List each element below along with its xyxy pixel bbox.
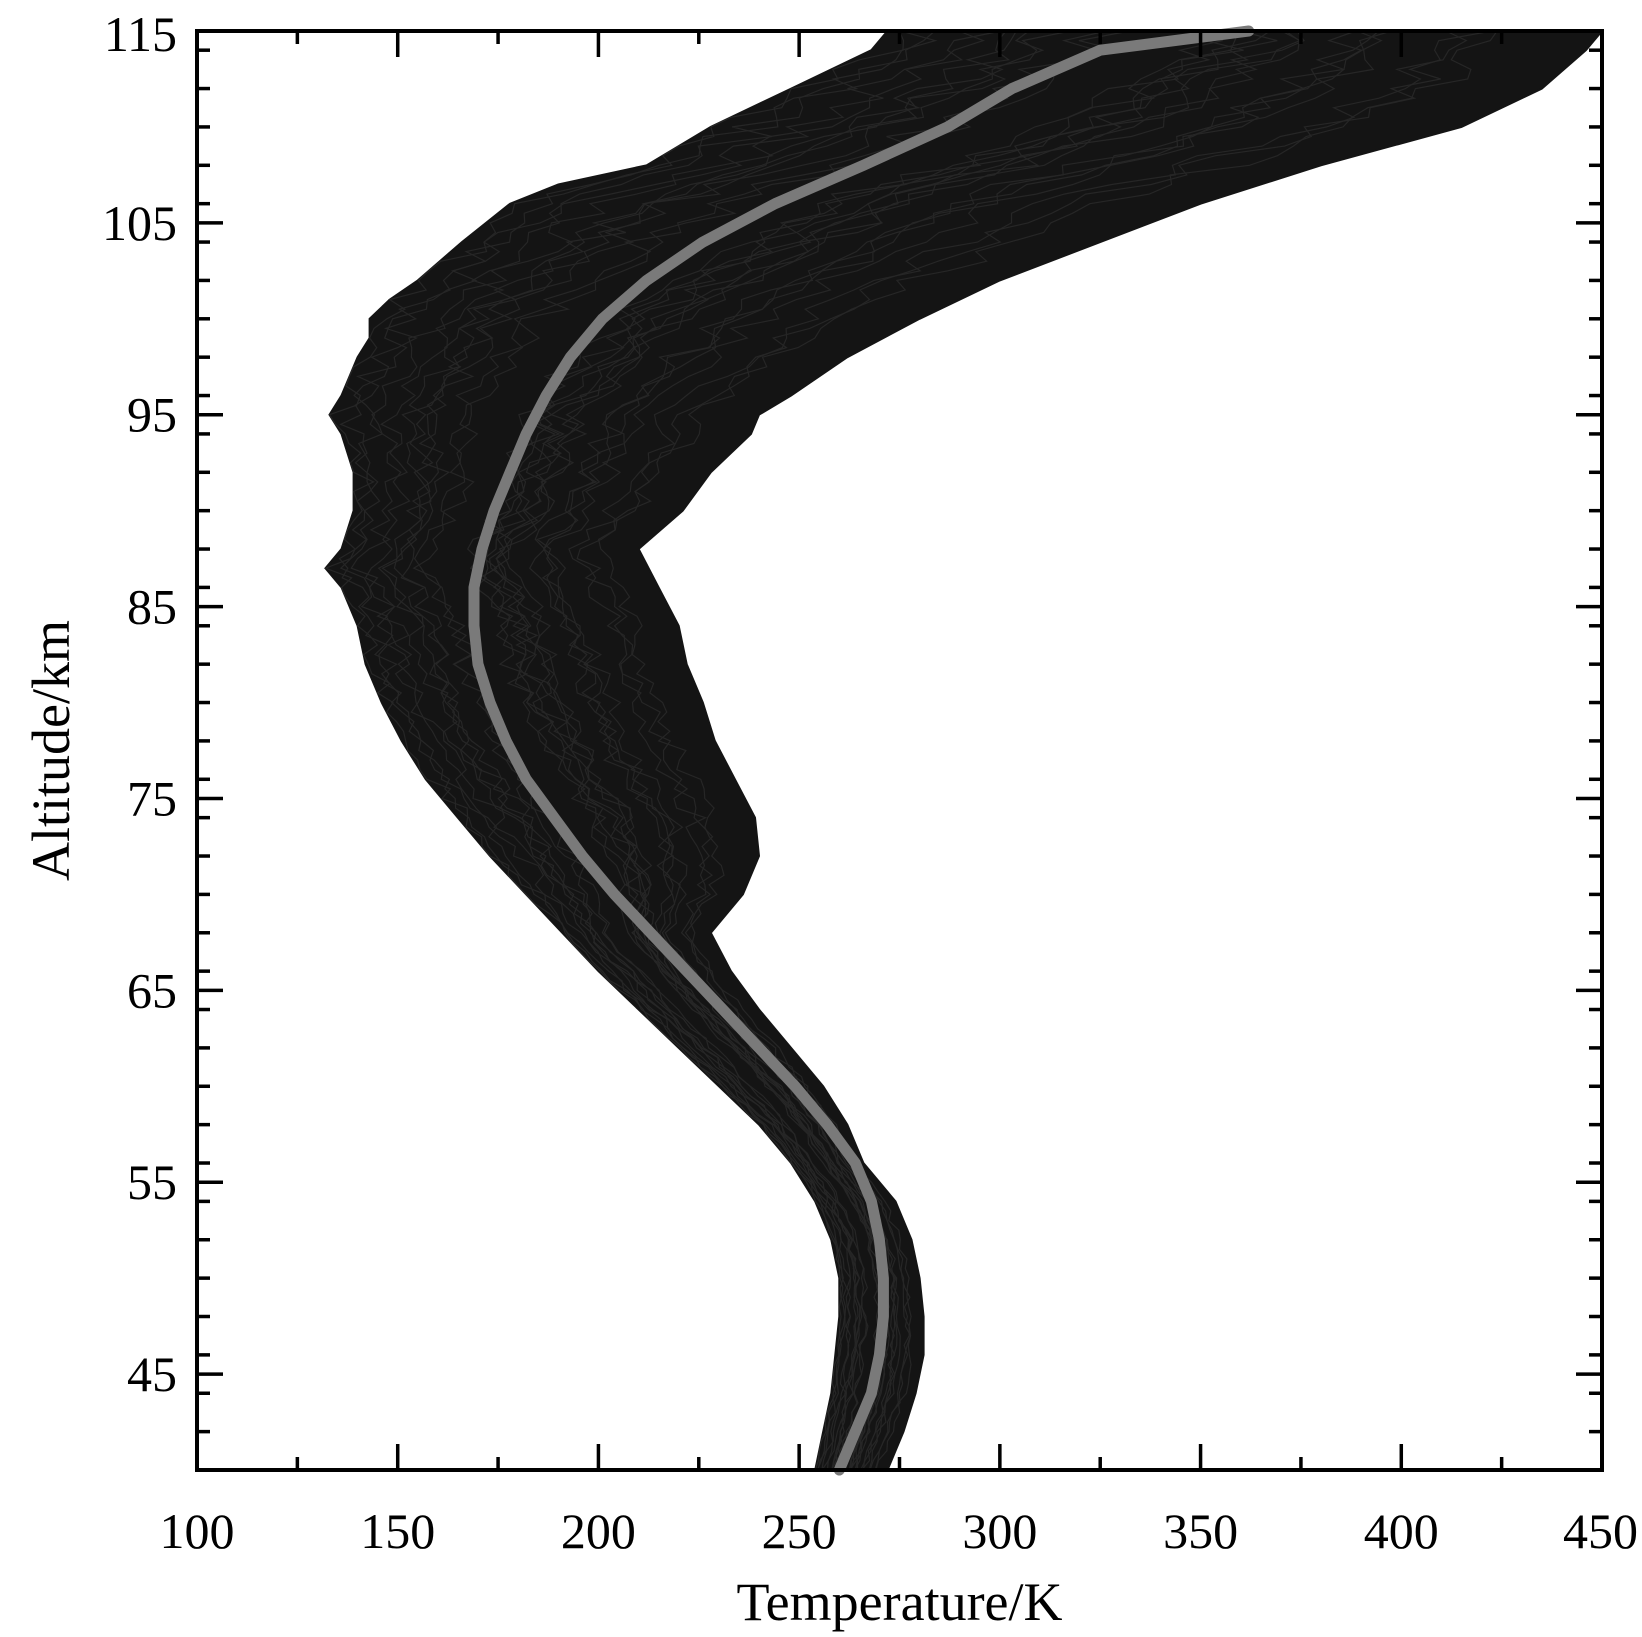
- profile-line: [339, 30, 936, 1471]
- x-tick-label: 200: [561, 1503, 636, 1559]
- x-tick-label: 450: [1563, 1503, 1638, 1559]
- profile-line: [350, 30, 986, 1471]
- y-tick-labels: 45 55 65 75 85 95 105 115: [102, 6, 177, 1402]
- x-tick-label: 150: [360, 1503, 435, 1559]
- x-tick-label: 250: [762, 1503, 837, 1559]
- profile-line: [323, 30, 905, 1471]
- profile-line: [466, 30, 1224, 1471]
- profile-line: [597, 30, 1498, 1471]
- y-tick-label: 75: [127, 770, 177, 826]
- y-tick-label: 95: [127, 387, 177, 443]
- profile-line: [400, 30, 1045, 1471]
- x-tick-labels: 100 150 200 250 300 350 400 450: [160, 1503, 1639, 1559]
- y-tick-label: 85: [127, 579, 177, 635]
- profile-line: [413, 30, 1107, 1471]
- x-tick-label: 400: [1364, 1503, 1439, 1559]
- y-tick-label: 55: [127, 1154, 177, 1210]
- profile-line: [576, 30, 1492, 1471]
- x-tick-label: 300: [962, 1503, 1037, 1559]
- y-tick-label: 65: [127, 962, 177, 1018]
- x-axis-title: Temperature/K: [736, 1572, 1062, 1632]
- profile-line: [498, 30, 1300, 1471]
- plot-area: [323, 25, 1605, 1476]
- mean-profile-line: [468, 25, 1255, 1476]
- profile-line: [568, 30, 1468, 1471]
- profile-line: [381, 30, 1017, 1471]
- y-axis-title: Altitude/km: [21, 620, 81, 881]
- y-tick-label: 105: [102, 195, 177, 251]
- y-tick-label: 45: [127, 1346, 177, 1402]
- profile-line: [377, 30, 1011, 1471]
- x-tick-label: 100: [160, 1503, 235, 1559]
- profile-line: [364, 30, 1002, 1471]
- y-tick-label: 115: [104, 6, 177, 62]
- x-tick-label: 350: [1163, 1503, 1238, 1559]
- axis-ticks: [195, 29, 1604, 1472]
